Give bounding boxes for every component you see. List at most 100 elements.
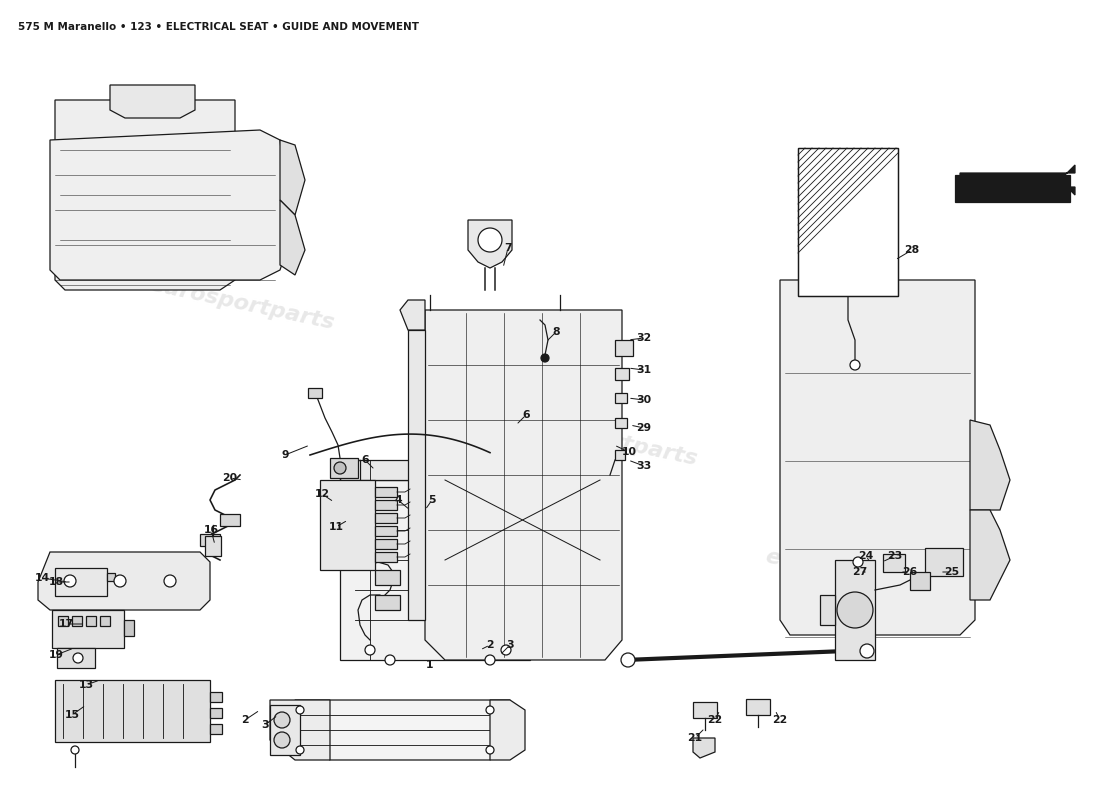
Polygon shape: [55, 100, 235, 290]
Bar: [55, 568, 107, 596]
Polygon shape: [970, 420, 1010, 510]
Polygon shape: [468, 220, 512, 268]
Bar: [375, 539, 397, 549]
Circle shape: [486, 746, 494, 754]
Text: 26: 26: [902, 567, 917, 577]
Text: 30: 30: [637, 395, 651, 405]
Text: 3: 3: [506, 640, 514, 650]
Text: 21: 21: [688, 733, 703, 743]
Text: 12: 12: [315, 489, 330, 499]
Text: 29: 29: [637, 423, 651, 433]
Text: eurosportparts: eurosportparts: [510, 410, 700, 470]
Text: 4: 4: [394, 495, 402, 505]
Text: 8: 8: [552, 327, 560, 337]
Bar: [210, 724, 222, 734]
Bar: [210, 708, 222, 718]
Text: 15: 15: [65, 710, 79, 720]
Bar: [925, 548, 962, 576]
Polygon shape: [820, 595, 835, 625]
Polygon shape: [693, 738, 715, 758]
Circle shape: [837, 592, 873, 628]
Bar: [615, 418, 627, 428]
Circle shape: [478, 228, 502, 252]
Bar: [615, 393, 627, 403]
Polygon shape: [835, 560, 874, 660]
Polygon shape: [280, 200, 305, 275]
Circle shape: [164, 575, 176, 587]
Bar: [308, 388, 322, 398]
Polygon shape: [408, 330, 425, 620]
Text: 2: 2: [241, 715, 249, 725]
Bar: [200, 534, 220, 546]
Bar: [52, 610, 124, 648]
Polygon shape: [955, 175, 1070, 202]
Polygon shape: [960, 165, 1075, 195]
Text: 575 M Maranello • 123 • ELECTRICAL SEAT • GUIDE AND MOVEMENT: 575 M Maranello • 123 • ELECTRICAL SEAT …: [18, 22, 419, 32]
Bar: [100, 616, 110, 626]
Circle shape: [274, 712, 290, 728]
Bar: [615, 450, 625, 460]
Polygon shape: [110, 85, 195, 118]
Text: 16: 16: [204, 525, 219, 535]
Polygon shape: [270, 700, 330, 760]
Bar: [615, 368, 629, 380]
Polygon shape: [340, 480, 530, 660]
Text: 22: 22: [707, 715, 723, 725]
Text: 17: 17: [58, 619, 74, 629]
Bar: [220, 514, 240, 526]
Text: 1: 1: [427, 660, 433, 670]
Bar: [375, 513, 397, 523]
Bar: [57, 648, 95, 668]
Bar: [883, 554, 905, 572]
Circle shape: [850, 360, 860, 370]
Text: 6: 6: [361, 455, 368, 465]
Text: 6: 6: [522, 410, 530, 420]
Bar: [375, 595, 400, 610]
Bar: [693, 702, 717, 718]
Text: 33: 33: [637, 461, 651, 471]
Bar: [72, 616, 82, 626]
Text: 23: 23: [888, 551, 903, 561]
Polygon shape: [425, 310, 622, 660]
Text: 27: 27: [852, 567, 868, 577]
Circle shape: [365, 645, 375, 655]
Text: 28: 28: [904, 245, 920, 255]
Text: 13: 13: [78, 680, 94, 690]
Bar: [375, 500, 397, 510]
Circle shape: [64, 575, 76, 587]
Text: 9: 9: [282, 450, 288, 460]
Bar: [798, 148, 898, 296]
Text: 22: 22: [772, 715, 788, 725]
Circle shape: [852, 557, 864, 567]
Polygon shape: [50, 130, 290, 280]
Bar: [375, 570, 400, 585]
Bar: [124, 620, 134, 636]
Text: 5: 5: [428, 495, 436, 505]
Polygon shape: [970, 510, 1010, 600]
Bar: [86, 616, 96, 626]
Text: 7: 7: [504, 243, 512, 253]
Text: 25: 25: [945, 567, 959, 577]
Circle shape: [296, 706, 304, 714]
Polygon shape: [400, 300, 425, 330]
Bar: [910, 572, 930, 590]
Text: 20: 20: [222, 473, 238, 483]
Polygon shape: [55, 680, 210, 742]
Polygon shape: [360, 460, 550, 480]
Text: 11: 11: [329, 522, 343, 532]
Circle shape: [860, 644, 875, 658]
Text: 32: 32: [637, 333, 651, 343]
Text: 31: 31: [637, 365, 651, 375]
Bar: [746, 699, 770, 715]
Circle shape: [486, 706, 494, 714]
Polygon shape: [780, 280, 975, 635]
Circle shape: [621, 653, 635, 667]
Bar: [375, 552, 397, 562]
Polygon shape: [270, 705, 300, 755]
Circle shape: [114, 575, 126, 587]
Bar: [205, 536, 221, 556]
Text: eurosportparts: eurosportparts: [147, 274, 337, 334]
Bar: [798, 148, 898, 296]
Text: 10: 10: [621, 447, 637, 457]
Polygon shape: [320, 480, 375, 570]
